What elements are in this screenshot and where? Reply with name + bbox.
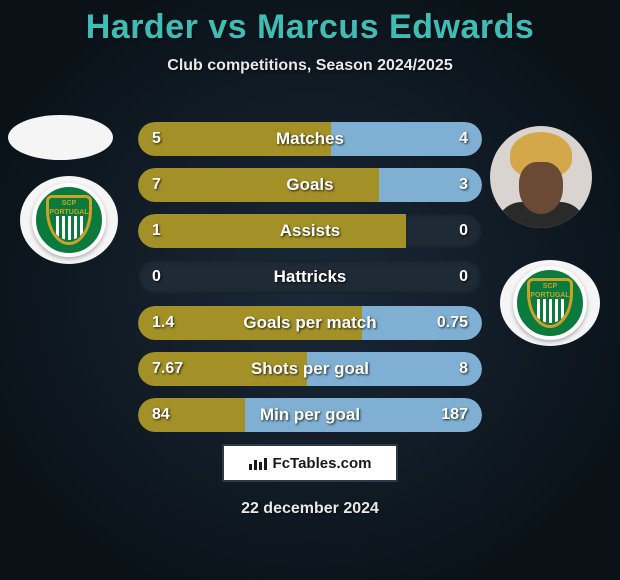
page-subtitle: Club competitions, Season 2024/2025 bbox=[0, 57, 620, 75]
stats-panel: 54Matches 73Goals 10Assists 00Hattricks 1.40… bbox=[138, 122, 482, 444]
stat-label: Hattricks bbox=[138, 260, 482, 294]
stat-row: 1.40.75Goals per match bbox=[138, 306, 482, 340]
stat-label: Goals bbox=[138, 168, 482, 202]
brand-text: FcTables.com bbox=[273, 455, 372, 472]
stat-row: 84187Min per goal bbox=[138, 398, 482, 432]
stat-row: 73Goals bbox=[138, 168, 482, 202]
stat-row: 54Matches bbox=[138, 122, 482, 156]
club-badge-line2: PORTUGAL bbox=[530, 292, 569, 299]
stat-label: Assists bbox=[138, 214, 482, 248]
player2-avatar bbox=[490, 126, 592, 228]
brand-badge[interactable]: FcTables.com bbox=[222, 444, 398, 482]
stat-row: 10Assists bbox=[138, 214, 482, 248]
stat-label: Goals per match bbox=[138, 306, 482, 340]
club-badge-icon: SCP PORTUGAL bbox=[32, 183, 106, 257]
player1-club-badge: SCP PORTUGAL bbox=[20, 176, 118, 264]
stat-row: 00Hattricks bbox=[138, 260, 482, 294]
stat-label: Shots per goal bbox=[138, 352, 482, 386]
stat-row: 7.678Shots per goal bbox=[138, 352, 482, 386]
club-badge-line1: SCP bbox=[543, 283, 557, 290]
stat-label: Matches bbox=[138, 122, 482, 156]
footer-date: 22 december 2024 bbox=[0, 500, 620, 518]
player2-club-badge: SCP PORTUGAL bbox=[500, 260, 600, 346]
stat-label: Min per goal bbox=[138, 398, 482, 432]
club-badge-line1: SCP bbox=[62, 200, 76, 207]
player1-avatar-placeholder bbox=[8, 115, 113, 160]
page-title: Harder vs Marcus Edwards bbox=[0, 0, 620, 47]
club-badge-icon: SCP PORTUGAL bbox=[513, 266, 587, 340]
chart-icon bbox=[249, 456, 267, 470]
club-badge-line2: PORTUGAL bbox=[49, 209, 88, 216]
